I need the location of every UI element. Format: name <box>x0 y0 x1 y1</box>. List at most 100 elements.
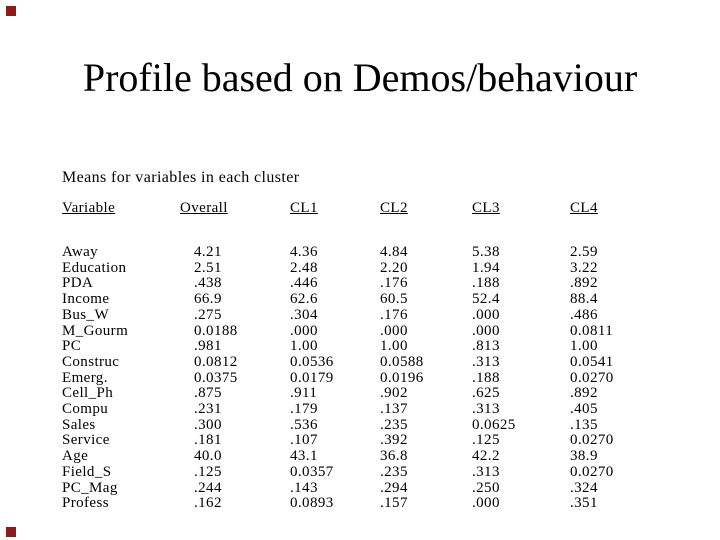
value-cell: 0.0357 <box>290 463 334 480</box>
value-cell: 0.0536 <box>290 353 334 370</box>
value-cell: 40.0 <box>194 448 222 465</box>
value-cell: .446 <box>290 275 318 292</box>
variable-name-cell: M_Gourm <box>62 322 129 339</box>
variable-name-cell: PDA <box>62 275 94 292</box>
value-cell: 0.0196 <box>380 369 424 386</box>
table-row: PDA .438 .446 .176 .188 .892 <box>62 276 662 292</box>
column-header-cl4: CL4 <box>570 200 598 216</box>
table-row: Education 2.51 2.48 2.20 1.94 3.22 <box>62 259 662 277</box>
value-cell: 0.0270 <box>570 463 614 480</box>
value-cell: .875 <box>194 385 222 402</box>
variable-name-cell: Education <box>62 259 127 276</box>
variable-name-cell: PC <box>62 338 82 355</box>
table-row: Income 66.9 62.6 60.5 52.4 88.4 <box>62 291 662 308</box>
value-cell: 0.0179 <box>290 369 334 386</box>
value-cell: .275 <box>194 306 222 323</box>
value-cell: .313 <box>472 353 500 370</box>
column-header-variable: Variable <box>62 200 116 216</box>
value-cell: .135 <box>570 416 598 433</box>
value-cell: 2.51 <box>194 259 222 276</box>
table-header-row: Variable Overall CL1 CL2 CL3 CL4 <box>62 200 662 245</box>
value-cell: 0.0188 <box>194 322 238 339</box>
value-cell: 60.5 <box>380 291 408 308</box>
value-cell: 88.4 <box>570 291 598 308</box>
value-cell: 0.0375 <box>194 369 238 386</box>
value-cell: 1.00 <box>290 338 318 355</box>
value-cell: 0.0270 <box>570 432 614 449</box>
value-cell: .813 <box>472 338 500 355</box>
value-cell: .000 <box>380 322 408 339</box>
value-cell: 36.8 <box>380 448 408 465</box>
table-row: Emerg. 0.0375 0.0179 0.0196 .188 0.0270 <box>62 369 662 387</box>
value-cell: 4.21 <box>194 244 222 260</box>
value-cell: .536 <box>290 416 318 433</box>
value-cell: .892 <box>570 385 598 402</box>
variable-name-cell: Profess <box>62 495 109 512</box>
cluster-means-table: Variable Overall CL1 CL2 CL3 CL4 Away 4.21 4.36… <box>62 200 662 512</box>
table-row: PC_Mag .244 .143 .294 .250 .324 <box>62 479 662 497</box>
value-cell: .188 <box>472 369 500 386</box>
variable-name-cell: Construc <box>62 353 120 370</box>
value-cell: .438 <box>194 275 222 292</box>
value-cell: .981 <box>194 338 222 355</box>
value-cell: 4.36 <box>290 244 318 260</box>
value-cell: 2.48 <box>290 259 318 276</box>
value-cell: 3.22 <box>570 259 598 276</box>
value-cell: .176 <box>380 275 408 292</box>
value-cell: .235 <box>380 463 408 480</box>
value-cell: .137 <box>380 401 408 418</box>
value-cell: 0.0625 <box>472 416 516 433</box>
table-row: Service .181 .107 .392 .125 0.0270 <box>62 433 662 449</box>
value-cell: .304 <box>290 306 318 323</box>
value-cell: .911 <box>290 385 318 402</box>
table-row: Bus_W .275 .304 .176 .000 .486 <box>62 306 662 324</box>
value-cell: .313 <box>472 463 500 480</box>
value-cell: 62.6 <box>290 291 318 308</box>
value-cell: 0.0893 <box>290 495 334 512</box>
decor-square-top-left-icon <box>6 6 16 16</box>
column-header-overall: Overall <box>180 200 228 216</box>
value-cell: 43.1 <box>290 448 318 465</box>
variable-name-cell: Bus_W <box>62 306 109 323</box>
column-header-cl3: CL3 <box>472 200 500 216</box>
value-cell: .405 <box>570 401 598 418</box>
value-cell: 5.38 <box>472 244 500 260</box>
value-cell: .486 <box>570 306 598 323</box>
value-cell: .188 <box>472 275 500 292</box>
value-cell: 0.0270 <box>570 369 614 386</box>
value-cell: .000 <box>290 322 318 339</box>
table-caption: Means for variables in each cluster <box>62 169 300 186</box>
value-cell: 42.2 <box>472 448 500 465</box>
column-header-cl2: CL2 <box>380 200 408 216</box>
variable-name-cell: Age <box>62 448 89 465</box>
value-cell: 0.0812 <box>194 353 238 370</box>
value-cell: .235 <box>380 416 408 433</box>
table-row: PC .981 1.00 1.00 .813 1.00 <box>62 339 662 355</box>
value-cell: .157 <box>380 495 408 512</box>
value-cell: .000 <box>472 495 500 512</box>
value-cell: 0.0588 <box>380 353 424 370</box>
variable-name-cell: Sales <box>62 416 96 433</box>
value-cell: 4.84 <box>380 244 408 260</box>
table-row: Field_S .125 0.0357 .235 .313 0.0270 <box>62 463 662 481</box>
value-cell: .179 <box>290 401 318 418</box>
value-cell: .625 <box>472 385 500 402</box>
variable-name-cell: Field_S <box>62 463 112 480</box>
value-cell: 2.59 <box>570 244 598 260</box>
value-cell: .351 <box>570 495 598 512</box>
value-cell: .162 <box>194 495 222 512</box>
slide-title: Profile based on Demos/behaviour <box>82 55 638 100</box>
value-cell: 2.20 <box>380 259 408 276</box>
value-cell: 0.0541 <box>570 353 614 370</box>
value-cell: .107 <box>290 432 318 449</box>
value-cell: .300 <box>194 416 222 433</box>
value-cell: .250 <box>472 479 500 496</box>
variable-name-cell: Income <box>62 291 110 308</box>
value-cell: .231 <box>194 401 222 418</box>
value-cell: .313 <box>472 401 500 418</box>
table-row: Profess .162 0.0893 .157 .000 .351 <box>62 496 662 512</box>
value-cell: 66.9 <box>194 291 222 308</box>
variable-name-cell: Cell_Ph <box>62 385 114 402</box>
value-cell: .244 <box>194 479 222 496</box>
